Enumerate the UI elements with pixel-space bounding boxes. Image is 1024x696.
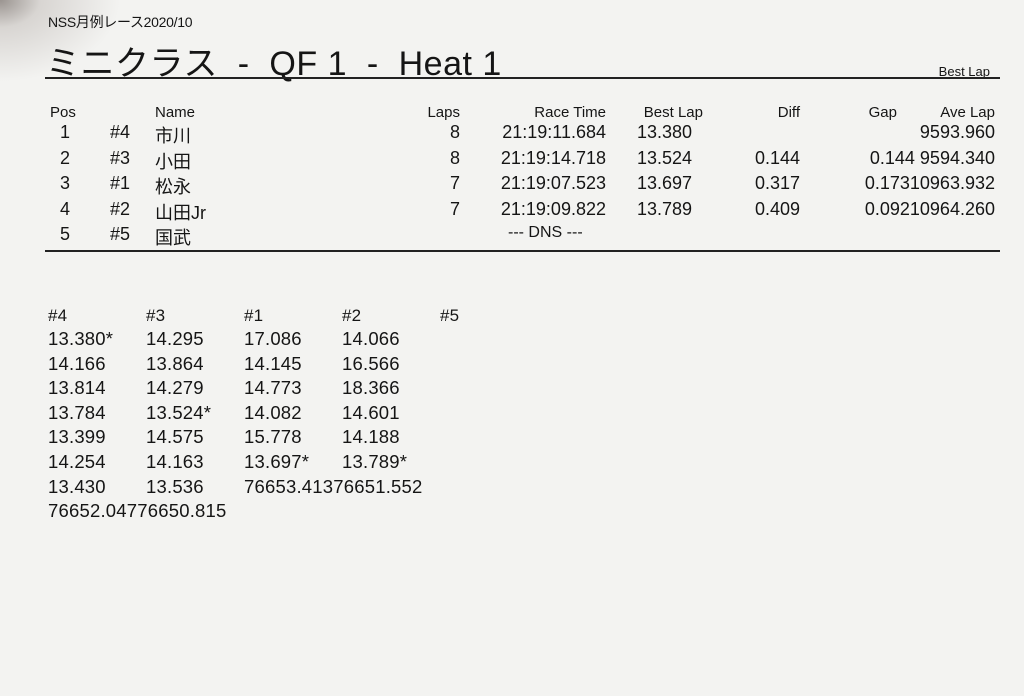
lap-time: 13.430 [48,475,106,497]
table-divider [45,250,1000,252]
laps: 8 [449,147,460,168]
col-header-laps: Laps [427,104,460,121]
lap-time: 14.254 [48,451,106,472]
col-header-best-lap: Best Lap [643,104,703,121]
best-lap: 13.697 [637,173,693,193]
lap-time: 14.575 [146,426,204,448]
col-header-name: Name [155,104,196,121]
car-number: #1 [110,173,131,193]
lap-time: 76652.04776650.815 [48,500,227,522]
lap-time: 15.778 [244,426,302,448]
col-header-ave-lap: Ave Lap [940,104,995,121]
col-header-diff: Diff [777,104,800,121]
gap-ave-lap: 0.17310963.932 [864,173,995,193]
car-number: #3 [110,147,131,168]
lap-time: 76653.41376651.552 [244,475,423,497]
best-lap: 13.789 [637,198,693,219]
lap-column-header: #3 [146,306,166,325]
car-number: #5 [110,224,131,244]
gap-ave-lap: 0.09210964.260 [864,198,995,219]
diff: 0.409 [754,198,800,219]
title-divider [45,77,1000,79]
lap-time: 14.066 [342,328,400,349]
lap-time: 13.524* [146,401,212,423]
diff: 0.144 [754,147,800,168]
lap-time: 13.814 [48,377,106,399]
race-time: 21:19:14.718 [500,147,606,168]
lap-time: 14.279 [146,377,204,399]
lap-time: 14.295 [146,328,204,349]
gap-ave-lap: 0.144 9594.340 [869,147,995,168]
lap-time: 14.145 [244,352,302,374]
lap-column-header: #5 [440,306,460,325]
col-header-pos: Pos [50,104,76,121]
lap-time: 14.166 [48,352,106,374]
sort-label: Best Lap [938,64,990,79]
driver-name: 国武 [155,228,191,248]
position: 2 [59,147,70,168]
col-header-gap: Gap [868,104,897,121]
laps: 7 [449,198,460,219]
position: 3 [59,173,70,193]
position: 1 [59,122,70,142]
driver-name: 松永 [155,177,191,197]
race-time: --- DNS --- [508,224,583,241]
lap-time: 13.697* [244,451,310,472]
lap-time: 14.601 [342,401,400,423]
lap-time: 14.163 [146,451,204,472]
driver-name: 小田 [155,151,191,172]
lap-time: 14.082 [244,401,302,423]
driver-name: 山田Jr [155,202,206,223]
diff: 0.317 [754,173,800,193]
laps: 7 [449,173,460,193]
lap-time: 13.536 [146,475,204,497]
position: 4 [59,198,70,219]
event-name: NSS月例レース2020/10 [48,14,193,30]
position: 5 [59,224,70,244]
lap-time: 13.789* [342,451,408,472]
driver-name: 市川 [155,126,191,146]
lap-time: 13.784 [48,401,106,423]
lap-column-header: #4 [48,306,68,325]
gap-ave-lap: 9593.960 [919,122,995,142]
car-number: #4 [110,122,131,142]
car-number: #2 [110,198,131,219]
race-time: 21:19:09.822 [500,198,606,219]
page-title: ミニクラス - QF 1 - Heat 1 [46,45,502,83]
race-time: 21:19:11.684 [502,122,606,142]
lap-time: 16.566 [342,352,400,374]
laps: 8 [449,122,460,142]
lap-time: 13.380* [48,328,114,349]
lap-time: 14.773 [244,377,302,399]
lap-column-header: #2 [342,306,362,325]
lap-time: 14.188 [342,426,400,448]
best-lap: 13.380 [637,122,693,142]
col-header-race-time: Race Time [534,104,606,121]
lap-time: 18.366 [342,377,400,399]
lap-time: 13.864 [146,352,204,374]
race-time: 21:19:07.523 [500,173,606,193]
lap-time: 17.086 [244,328,302,349]
lap-column-header: #1 [244,306,264,325]
best-lap: 13.524 [637,147,693,168]
lap-time: 13.399 [48,426,106,448]
